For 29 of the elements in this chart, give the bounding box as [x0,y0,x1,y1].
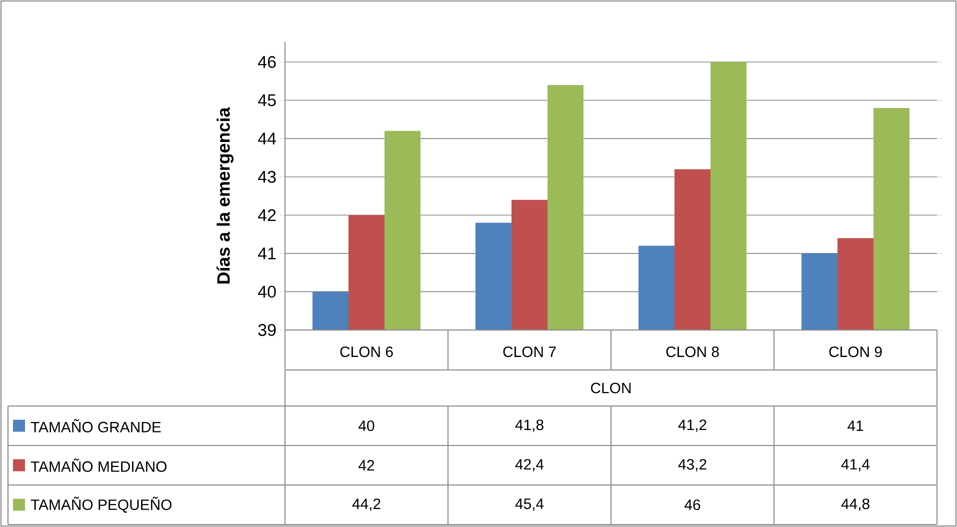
data-label: 41,8 [515,420,544,432]
y-tick-label: 41 [258,248,276,260]
x-axis-title: CLON [591,382,631,394]
data-label: 41,4 [841,459,870,472]
legend-label: TAMAÑO MEDIANO [30,458,167,472]
y-tick-label: 43 [258,170,276,183]
data-label: 46 [684,499,700,510]
data-label: 44,8 [841,498,870,511]
legend-label: TAMAÑO GRANDE [30,419,161,432]
legend-label: TAMAÑO PEQUEÑO [30,496,172,513]
y-tick-label: 44 [258,132,276,144]
x-tick-label: CLON 6 [340,346,393,358]
y-tick-label: 42 [258,209,276,222]
y-tick-label: 40 [258,286,276,298]
y-tick-label: 39 [258,324,276,336]
y-axis-title: Días a la emergencia [216,107,234,284]
data-label: 41,2 [678,420,706,432]
x-tick-label: CLON 7 [503,346,556,358]
data-label: 44,2 [352,498,380,511]
data-label: 42,4 [515,459,544,472]
x-tick-label: CLON 9 [829,346,882,358]
data-label: 40 [358,420,374,432]
x-tick-label: CLON 8 [666,346,719,358]
data-label: 45,4 [515,498,544,511]
data-label: 41 [848,420,864,431]
y-tick-label: 45 [258,94,276,106]
data-label: 43,2 [678,459,706,472]
y-tick-label: 46 [258,56,276,68]
data-label: 42 [358,460,374,470]
